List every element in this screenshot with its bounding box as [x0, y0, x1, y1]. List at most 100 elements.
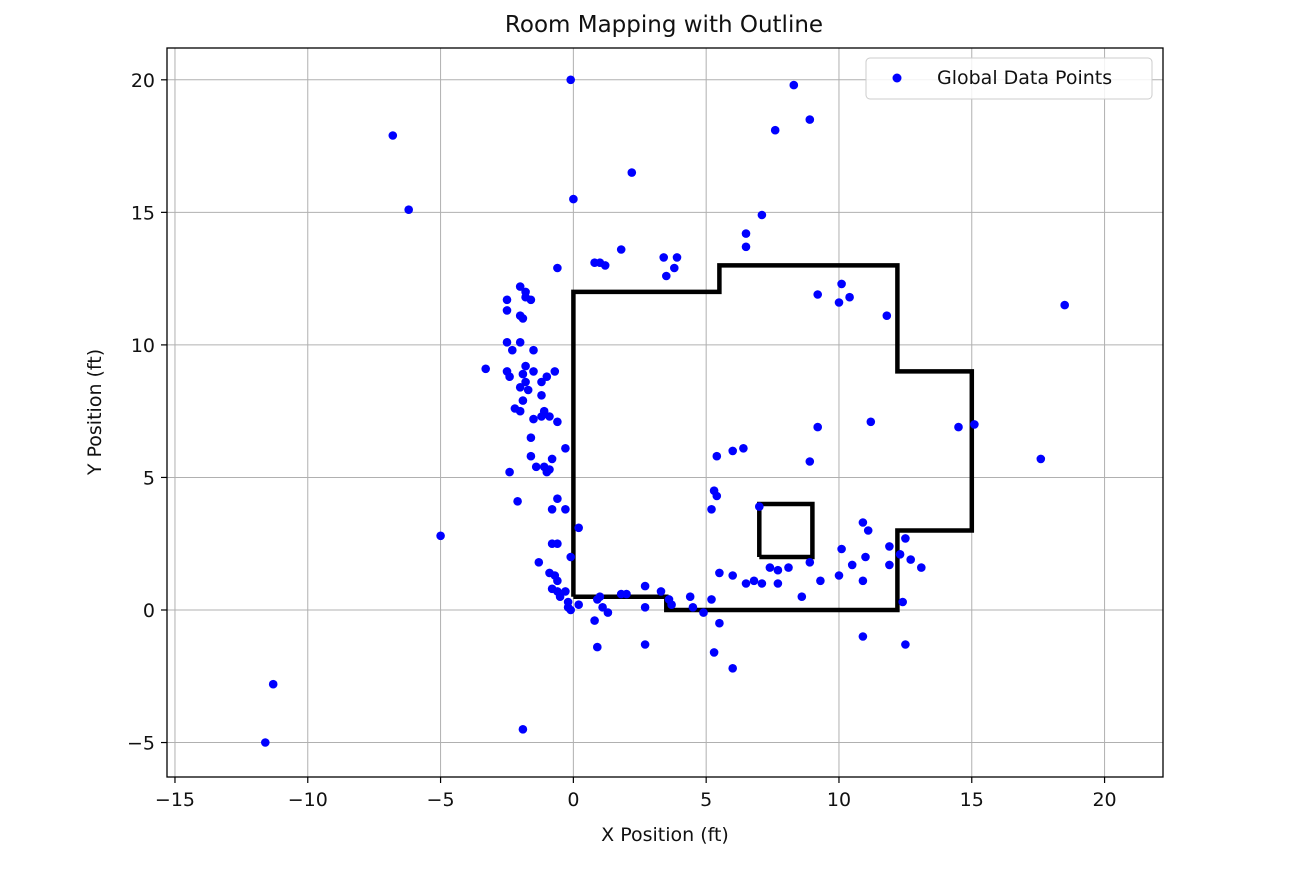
data-point	[518, 369, 528, 379]
data-point	[901, 640, 910, 649]
data-point	[640, 640, 650, 649]
data-point	[593, 595, 602, 604]
data-point	[640, 603, 650, 612]
data-point	[603, 608, 613, 617]
x-tick-label: 5	[700, 789, 712, 811]
data-point	[741, 242, 751, 252]
data-point	[707, 505, 716, 514]
data-point	[529, 367, 538, 376]
data-point	[545, 412, 554, 421]
x-tick-label: 20	[1092, 789, 1116, 811]
data-point	[593, 642, 602, 652]
data-point	[715, 568, 724, 578]
x-tick-label: 15	[960, 789, 984, 811]
chart-title: Room Mapping with Outline	[505, 12, 823, 38]
data-point	[741, 229, 751, 238]
data-point	[518, 725, 528, 734]
data-point	[555, 592, 565, 601]
data-point	[526, 295, 536, 305]
data-point	[569, 194, 578, 204]
data-point	[513, 497, 522, 506]
data-point	[770, 125, 780, 135]
data-point	[670, 263, 679, 273]
data-point	[898, 597, 907, 607]
data-point	[1036, 454, 1046, 464]
data-point	[866, 417, 876, 427]
data-point	[515, 338, 525, 347]
data-point	[1060, 300, 1069, 310]
data-point	[521, 377, 530, 387]
data-point	[515, 383, 525, 392]
data-point	[739, 444, 748, 453]
data-point	[885, 560, 894, 570]
data-point	[404, 205, 414, 214]
data-point	[882, 311, 892, 321]
data-point	[837, 279, 846, 289]
data-point	[749, 576, 759, 586]
data-point	[845, 292, 854, 302]
data-point	[906, 555, 915, 564]
x-tick-label: −5	[427, 789, 455, 811]
data-point	[656, 587, 666, 596]
data-point	[526, 451, 536, 461]
data-point	[757, 579, 767, 588]
data-point	[505, 372, 514, 382]
room-outline	[571, 263, 975, 613]
data-point	[755, 502, 764, 511]
x-tick-label: −15	[155, 789, 195, 811]
data-point	[816, 576, 825, 586]
x-tick-label: 10	[827, 789, 851, 811]
data-point	[885, 542, 894, 551]
legend-label: Global Data Points	[937, 67, 1112, 89]
data-point	[508, 345, 517, 355]
data-point	[970, 420, 979, 429]
data-point	[773, 579, 783, 588]
data-point	[672, 253, 682, 262]
data-point	[268, 679, 278, 689]
data-point	[954, 422, 963, 432]
data-point	[699, 608, 708, 617]
data-point	[550, 367, 560, 376]
data-point	[515, 282, 525, 291]
data-point	[388, 131, 398, 140]
data-point	[505, 467, 514, 477]
data-point	[261, 738, 270, 747]
data-point	[542, 372, 552, 382]
data-point	[834, 298, 844, 307]
data-point	[728, 664, 737, 673]
data-point	[901, 534, 910, 543]
data-point	[515, 406, 525, 416]
legend-marker	[892, 73, 902, 83]
data-point	[526, 433, 536, 443]
data-point	[797, 592, 807, 601]
data-point	[662, 271, 671, 281]
data-point	[813, 422, 822, 432]
data-point	[553, 417, 562, 427]
data-point	[537, 377, 546, 387]
data-point	[659, 253, 668, 262]
x-axis-ticks: −15 −10 −5 0 5 10 15 20	[155, 777, 1117, 811]
data-point	[553, 576, 562, 586]
y-tick-label: 0	[143, 600, 155, 622]
data-point	[685, 592, 695, 601]
data-point	[805, 457, 815, 466]
data-point	[715, 618, 724, 628]
data-point	[436, 531, 445, 541]
legend-frame	[865, 57, 1153, 100]
data-point	[728, 571, 737, 580]
data-point	[688, 603, 698, 612]
data-point	[712, 451, 722, 461]
data-point	[553, 263, 562, 273]
data-point	[574, 600, 583, 609]
data-point	[863, 526, 873, 535]
data-point	[502, 295, 512, 305]
data-point	[534, 558, 544, 567]
obstacle-outline	[757, 501, 815, 560]
data-point	[622, 589, 631, 599]
data-point	[805, 558, 815, 567]
data-point	[529, 414, 538, 424]
data-point	[667, 600, 676, 609]
data-point	[529, 345, 538, 355]
data-point	[502, 338, 512, 347]
data-point	[627, 168, 637, 177]
